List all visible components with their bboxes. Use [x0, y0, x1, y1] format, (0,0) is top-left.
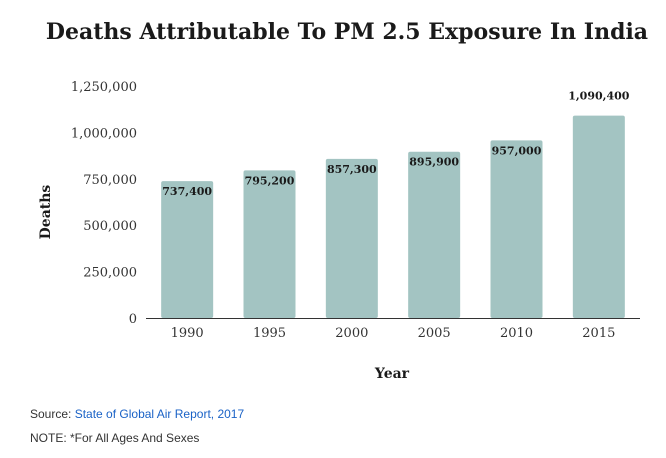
bar-2015 [572, 115, 625, 318]
x-tick-label: 1995 [253, 326, 286, 341]
x-axis-ticks: 1990 1995 2000 2005 2010 2015 [171, 326, 616, 341]
data-label-2000: 857,300 [327, 163, 377, 176]
y-axis-label: Deaths [38, 185, 54, 240]
data-label-2005: 895,900 [409, 156, 459, 169]
data-label-2010: 957,000 [492, 144, 542, 157]
bar-2010 [490, 140, 543, 318]
y-tick-label: 750,000 [83, 173, 137, 188]
x-tick-label: 2005 [418, 326, 451, 341]
source-prefix: Source: [30, 407, 75, 421]
y-tick-label: 250,000 [83, 266, 137, 281]
x-tick-label: 2010 [500, 326, 533, 341]
x-tick-label: 1990 [171, 326, 204, 341]
chart-title: Deaths Attributable To PM 2.5 Exposure I… [46, 19, 648, 45]
y-axis-ticks: 0 250,000 500,000 750,000 1,000,000 1,250,000 [71, 80, 137, 327]
footer-note: NOTE: *For All Ages And Sexes [30, 431, 200, 445]
bars-group [161, 115, 625, 318]
data-label-2015: 1,090,400 [568, 90, 630, 103]
x-axis-label: Year [374, 366, 410, 382]
x-tick-label: 2000 [335, 326, 368, 341]
source-link[interactable]: State of Global Air Report, 2017 [74, 407, 245, 421]
source-line: Source: State of Global Air Report, 2017 [30, 407, 244, 421]
bar-1995 [243, 170, 296, 318]
data-label-1990: 737,400 [162, 185, 212, 198]
x-tick-label: 2015 [582, 326, 615, 341]
y-tick-label: 1,250,000 [71, 80, 137, 95]
data-label-1995: 795,200 [245, 174, 295, 187]
bar-2000 [325, 158, 378, 318]
y-tick-label: 1,000,000 [71, 126, 137, 141]
data-labels-group: 737,400 795,200 857,300 895,900 957,000 1,090… [162, 90, 630, 199]
bar-1990 [161, 181, 214, 318]
y-tick-label: 0 [129, 312, 137, 327]
y-tick-label: 500,000 [83, 219, 137, 234]
bar-2005 [408, 151, 461, 318]
